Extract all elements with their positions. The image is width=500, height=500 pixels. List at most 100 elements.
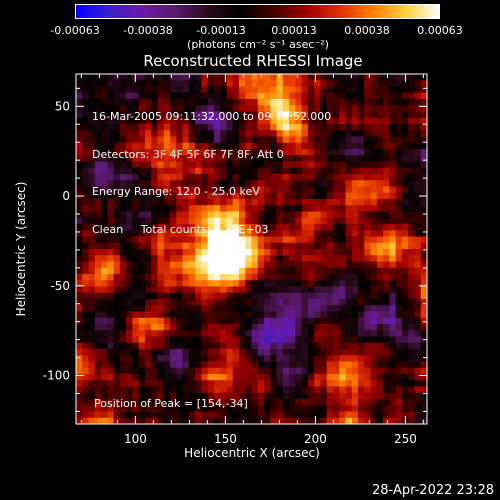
heatmap-cell: [188, 392, 196, 400]
heatmap-cell: [351, 380, 359, 388]
heatmap-cell: [220, 411, 228, 419]
heatmap-cell: [226, 224, 234, 231]
heatmap-cell: [282, 86, 290, 94]
chart-title: Reconstructed RHESSI Image: [143, 52, 363, 70]
heatmap-cell: [289, 161, 296, 169]
heatmap-cell: [332, 167, 340, 175]
heatmap-cell: [383, 417, 390, 424]
heatmap-cell: [251, 274, 259, 281]
heatmap-cell: [201, 230, 209, 238]
heatmap-cell: [345, 80, 353, 88]
heatmap-cell: [351, 117, 359, 125]
heatmap-cell: [144, 305, 152, 313]
heatmap-cell: [220, 392, 228, 400]
heatmap-cell: [358, 292, 365, 300]
heatmap-cell: [264, 355, 271, 363]
heatmap-cell: [195, 124, 202, 131]
heatmap-cell: [101, 305, 108, 313]
heatmap-cell: [345, 217, 353, 225]
heatmap-cell: [138, 124, 146, 131]
heatmap-cell: [339, 105, 347, 113]
heatmap-cell: [364, 111, 372, 119]
heatmap-cell: [94, 180, 102, 188]
heatmap-cell: [383, 367, 390, 375]
heatmap-cell: [113, 292, 121, 300]
heatmap-cell: [126, 255, 134, 263]
heatmap-cell: [295, 136, 303, 144]
heatmap-cell: [251, 99, 259, 106]
heatmap-cell: [138, 280, 146, 288]
heatmap-cell: [101, 249, 108, 256]
heatmap-cell: [326, 367, 334, 375]
heatmap-cell: [301, 380, 309, 388]
heatmap-cell: [307, 80, 315, 88]
heatmap-cell: [414, 136, 422, 144]
heatmap-cell: [301, 267, 309, 275]
heatmap-cell: [88, 242, 96, 250]
heatmap-cell: [232, 280, 240, 288]
heatmap-cell: [213, 161, 221, 169]
heatmap-cell: [201, 136, 209, 144]
heatmap-cell: [408, 380, 416, 388]
heatmap-cell: [282, 74, 290, 81]
heatmap-cell: [257, 130, 265, 138]
heatmap-cell: [270, 236, 278, 244]
heatmap-cell: [94, 186, 102, 194]
heatmap-cell: [358, 236, 365, 244]
heatmap-cell: [88, 255, 96, 263]
heatmap-cell: [201, 342, 209, 350]
heatmap-cell: [401, 99, 409, 106]
heatmap-cell: [107, 192, 115, 200]
heatmap-cell: [257, 380, 265, 388]
heatmap-cell: [151, 305, 159, 313]
heatmap-cell: [132, 117, 140, 125]
heatmap-cell: [119, 374, 127, 381]
heatmap-cell: [376, 124, 384, 131]
heatmap-cell: [351, 261, 359, 269]
heatmap-cell: [251, 392, 259, 400]
heatmap-cell: [289, 192, 296, 200]
heatmap-cell: [395, 411, 403, 419]
heatmap-cell: [289, 417, 296, 424]
heatmap-cell: [307, 180, 315, 188]
heatmap-cell: [82, 224, 90, 231]
heatmap-cell: [238, 249, 246, 256]
heatmap-cell: [351, 280, 359, 288]
heatmap-cell: [276, 205, 284, 213]
heatmap-cell: [88, 142, 96, 150]
heatmap-cell: [257, 224, 265, 231]
heatmap-cell: [226, 374, 234, 381]
heatmap-cell: [226, 180, 234, 188]
heatmap-cell: [238, 136, 246, 144]
heatmap-cell: [307, 342, 315, 350]
heatmap-cell: [301, 186, 309, 194]
heatmap-cell: [226, 142, 234, 150]
heatmap-cell: [201, 361, 209, 369]
heatmap-cell: [232, 199, 240, 206]
heatmap-cell: [376, 186, 384, 194]
heatmap-cell: [107, 292, 115, 300]
heatmap-cell: [157, 261, 165, 269]
heatmap-cell: [282, 274, 290, 281]
heatmap-cell: [94, 367, 102, 375]
heatmap-cell: [176, 142, 184, 150]
heatmap-cell: [182, 342, 190, 350]
heatmap-cell: [82, 399, 90, 406]
heatmap-cell: [289, 255, 296, 263]
heatmap-cell: [345, 405, 353, 413]
heatmap-cell: [408, 92, 416, 100]
heatmap-cell: [101, 86, 108, 94]
heatmap-cell: [358, 411, 365, 419]
heatmap-cell: [339, 117, 347, 125]
heatmap-cell: [326, 305, 334, 313]
heatmap-cell: [307, 317, 315, 325]
heatmap-cell: [320, 280, 328, 288]
heatmap-cell: [351, 86, 359, 94]
heatmap-cell: [289, 267, 296, 275]
heatmap-cell: [182, 136, 190, 144]
heatmap-cell: [201, 99, 209, 106]
heatmap-cell: [182, 374, 190, 381]
heatmap-cell: [389, 336, 397, 344]
heatmap-cell: [207, 280, 215, 288]
